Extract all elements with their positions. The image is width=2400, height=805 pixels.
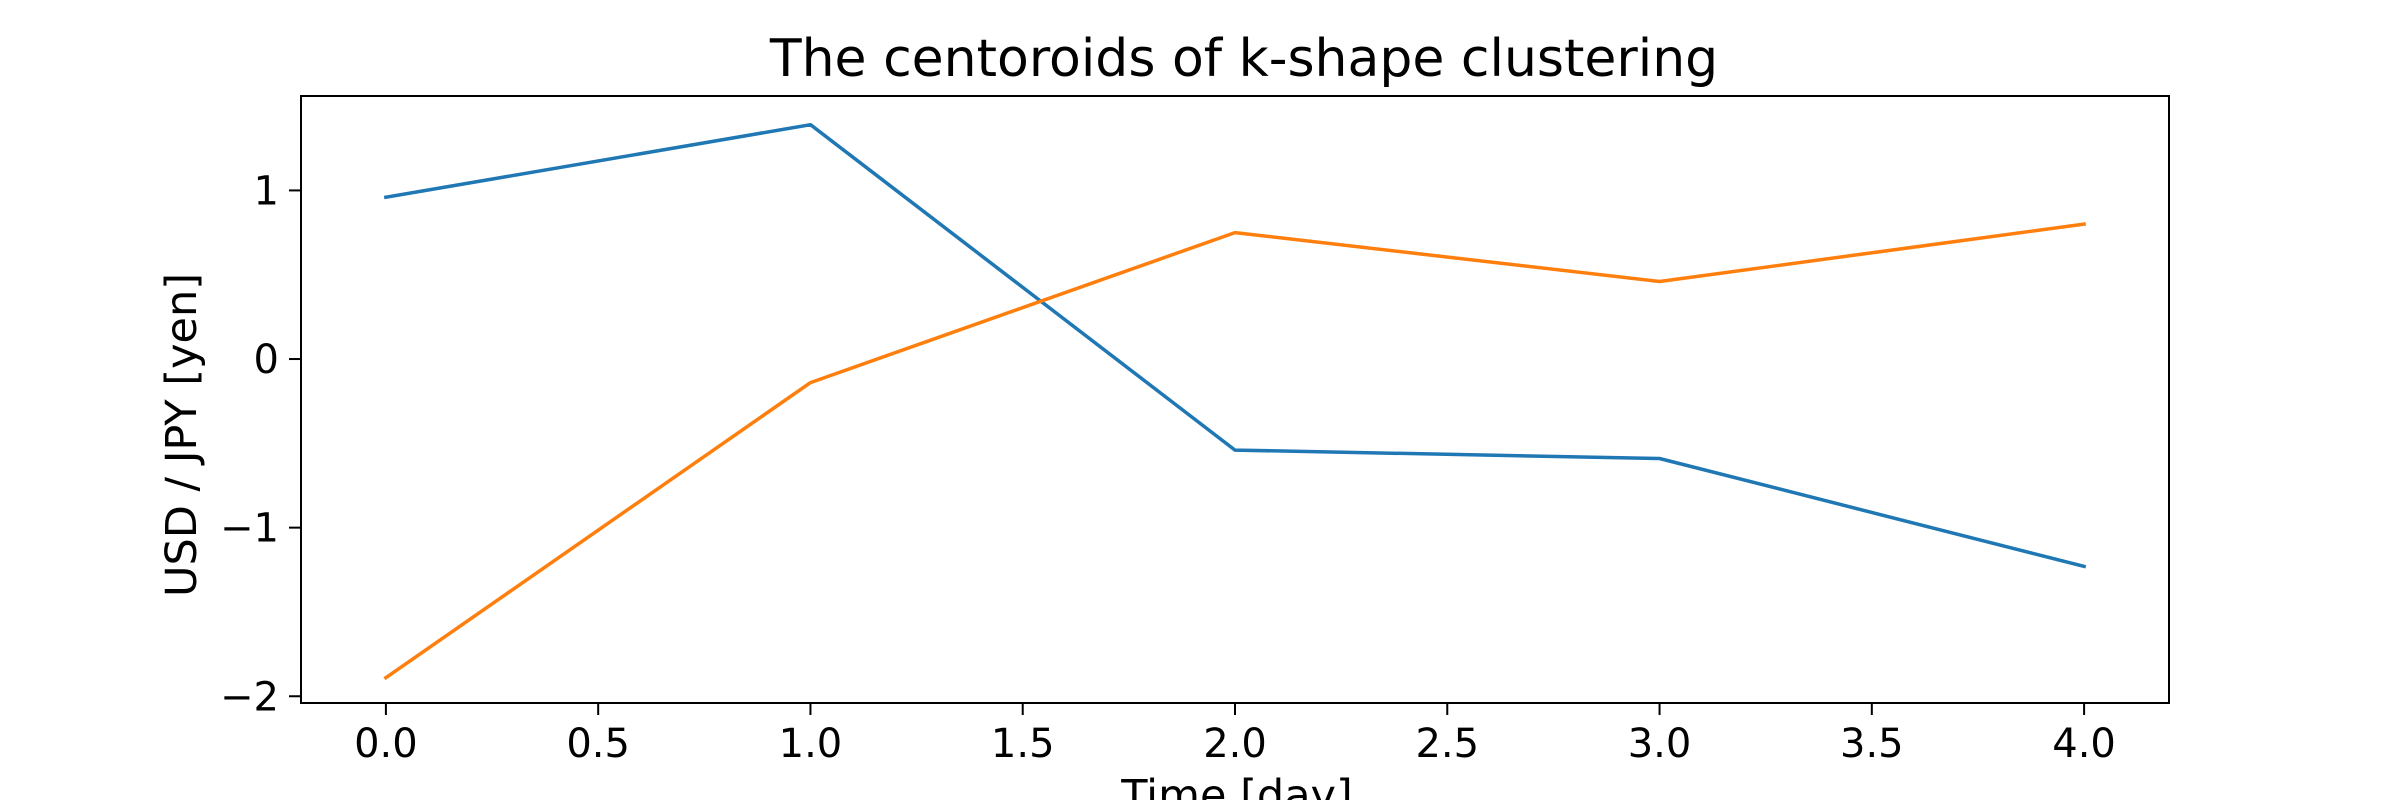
y-tick-label: 0: [254, 337, 279, 383]
x-tick-label: 0.5: [566, 721, 630, 767]
x-tick-label: 4.0: [2052, 721, 2116, 767]
y-tick-label: −1: [220, 506, 279, 552]
chart-title: The centoroids of k-shape clustering: [769, 29, 1718, 89]
y-axis-label: USD / JPY [yen]: [157, 273, 207, 597]
x-tick-label: 1.0: [779, 721, 843, 767]
x-tick-label: 3.0: [1628, 721, 1692, 767]
plot-frame: [300, 95, 2170, 704]
y-tick-label: 1: [254, 168, 279, 214]
x-tick-label: 1.5: [991, 721, 1055, 767]
x-axis-label: Time [day]: [1120, 771, 1353, 800]
x-tick-label: 2.0: [1203, 721, 1267, 767]
series-line-1: [383, 122, 2087, 569]
plot-area: 0.0 0.5 1.0 1.5 2.0 2.5 3.0 3.5 4.0 −2 −1 0 1: [220, 95, 2170, 767]
x-tick-label: 0.0: [354, 721, 418, 767]
x-tick-label: 3.5: [1840, 721, 1904, 767]
x-tick-label: 2.5: [1415, 721, 1479, 767]
y-tick-label: −2: [220, 674, 279, 720]
series-line-2: [383, 222, 2087, 681]
